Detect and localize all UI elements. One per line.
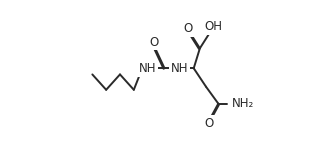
Text: NH₂: NH₂ (232, 97, 254, 110)
Text: OH: OH (205, 20, 223, 33)
Text: O: O (204, 117, 214, 130)
Text: O: O (183, 22, 192, 35)
Text: O: O (149, 36, 158, 49)
Text: NH: NH (139, 62, 156, 75)
Text: NH: NH (171, 62, 189, 75)
